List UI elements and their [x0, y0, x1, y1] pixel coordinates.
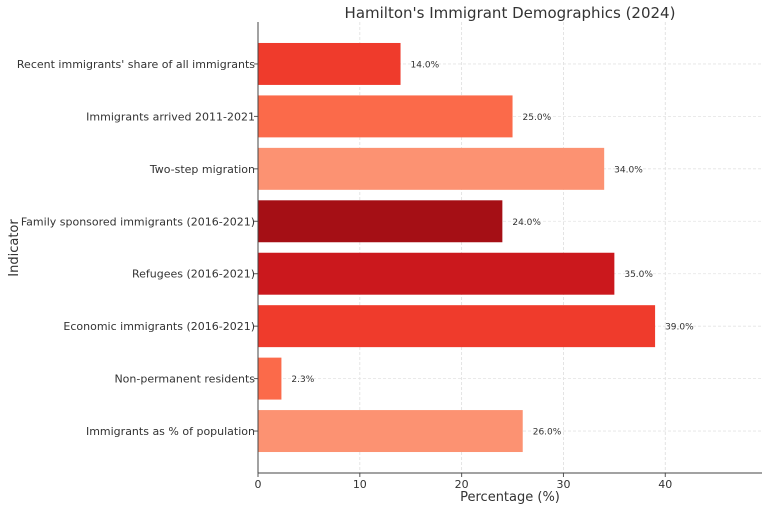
data-label: 2.3%: [291, 375, 314, 385]
bar: [258, 200, 503, 243]
bar: [258, 410, 523, 453]
x-axis-label: Percentage (%): [460, 490, 560, 505]
x-tick-label: 30: [556, 478, 570, 491]
y-tick-label: Economic immigrants (2016-2021): [63, 320, 255, 333]
bar: [258, 147, 605, 190]
x-tick-label: 20: [455, 478, 469, 491]
y-tick-label: Two-step migration: [149, 163, 255, 176]
bar: [258, 42, 401, 85]
chart-title: Hamilton's Immigrant Demographics (2024): [345, 4, 676, 22]
y-tick-label: Non-permanent residents: [114, 373, 255, 386]
bar: [258, 357, 282, 400]
data-label: 26.0%: [533, 428, 562, 438]
y-tick-label: Immigrants arrived 2011-2021: [86, 110, 255, 123]
y-tick-label: Refugees (2016-2021): [132, 268, 255, 281]
data-label: 39.0%: [665, 323, 694, 333]
y-tick-label: Family sponsored immigrants (2016-2021): [21, 215, 255, 228]
bar: [258, 305, 656, 348]
data-label: 35.0%: [624, 270, 653, 280]
x-tick-label: 0: [255, 478, 262, 491]
bar: [258, 252, 615, 295]
x-tick-label: 10: [353, 478, 367, 491]
data-label: 34.0%: [614, 165, 643, 175]
y-axis-label: Indicator: [7, 219, 22, 277]
data-label: 14.0%: [411, 60, 440, 70]
data-label: 24.0%: [512, 218, 541, 228]
bar: [258, 95, 513, 138]
y-tick-label: Immigrants as % of population: [86, 425, 255, 438]
data-label: 25.0%: [523, 113, 552, 123]
x-tick-label: 40: [658, 478, 672, 491]
y-tick-label: Recent immigrants' share of all immigran…: [17, 58, 255, 71]
